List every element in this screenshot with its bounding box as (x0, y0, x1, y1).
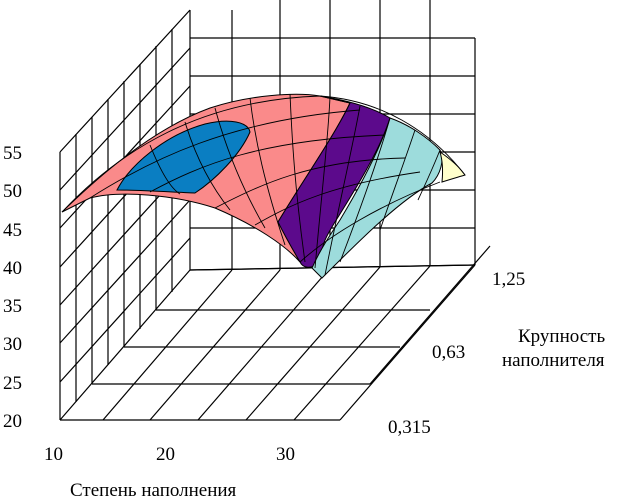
surface (61, 93, 466, 279)
x-tick: 10 (44, 444, 63, 465)
y-axis-title-line2: наполнителя (502, 350, 605, 371)
surface-band-35-40 (311, 117, 443, 279)
x-tick: 30 (276, 444, 295, 465)
z-tick: 35 (3, 296, 22, 317)
z-tick: 50 (3, 181, 22, 202)
z-tick: 45 (3, 220, 22, 241)
z-tick: 25 (3, 373, 22, 394)
y-axis-title-line1: Крупность (518, 326, 605, 347)
y-axis-ticks: 0,315 0,63 1,25 (388, 269, 525, 438)
z-tick: 55 (3, 143, 22, 164)
y-tick: 0,315 (388, 417, 431, 438)
y-tick: 0,63 (432, 342, 465, 363)
y-tick: 1,25 (492, 269, 525, 290)
z-tick: 40 (3, 258, 22, 279)
x-tick: 20 (156, 444, 175, 465)
x-axis-title: Степень наполнения (70, 480, 237, 499)
z-tick: 30 (3, 334, 22, 355)
x-axis-ticks: 10 20 30 (44, 444, 295, 465)
surface-band-50-55 (116, 120, 251, 194)
z-axis-ticks: 20 25 30 35 40 45 50 55 (3, 143, 22, 432)
z-tick: 20 (3, 411, 22, 432)
surface-band-30-35 (439, 150, 466, 183)
